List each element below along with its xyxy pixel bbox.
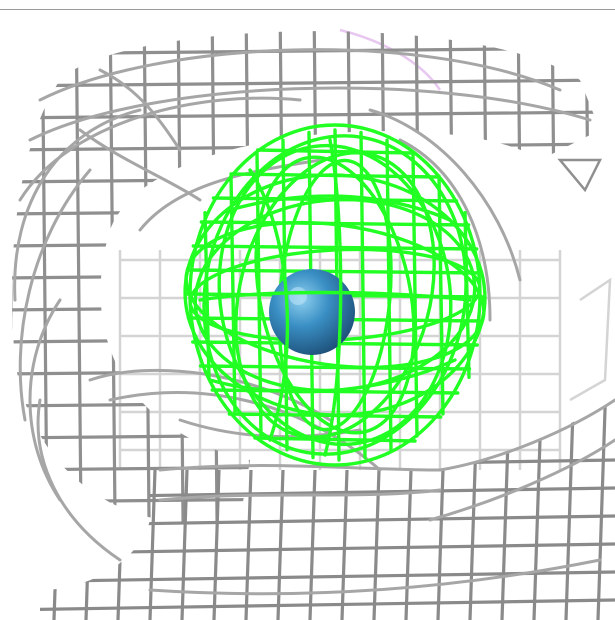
- viewer-top-border: [0, 9, 615, 10]
- electron-density-contours: [13, 48, 615, 596]
- difference-density-mesh-front: [198, 138, 472, 457]
